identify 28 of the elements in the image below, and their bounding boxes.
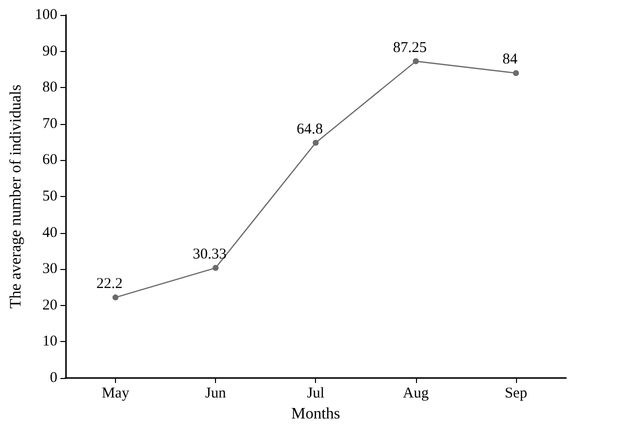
point — [212, 264, 219, 271]
data-label: 64.8 — [296, 121, 323, 138]
y-tick-label: 50 — [42, 188, 58, 204]
y-tick-label: 80 — [42, 80, 58, 96]
data-label: 87.25 — [392, 40, 427, 56]
y-tick-label: 60 — [42, 152, 58, 168]
y-tick-label: 10 — [42, 334, 58, 350]
y-tick-label: 70 — [42, 116, 58, 132]
y-tick-label: 40 — [42, 224, 58, 241]
data-label: 30.33 — [192, 246, 226, 262]
y-tick-label: 100 — [34, 7, 58, 23]
data-label: 22.2 — [96, 276, 123, 292]
x-tick-label: Aug — [402, 386, 430, 402]
x-tick-label: Jun — [205, 386, 226, 402]
point — [412, 58, 419, 64]
y-axis-title: The average number of individuals — [8, 84, 24, 308]
point — [512, 70, 519, 76]
point — [312, 140, 319, 146]
data-label: 84 — [502, 52, 518, 68]
y-tick-label: 20 — [42, 297, 58, 314]
x-tick-label: Sep — [504, 386, 528, 402]
x-axis-title: Months — [291, 405, 340, 422]
y-tick-label: 0 — [50, 370, 58, 386]
y-tick-label: 30 — [42, 261, 58, 278]
x-tick-label: Jul — [306, 386, 324, 402]
x-tick-label: May — [102, 386, 130, 402]
y-tick-label: 90 — [42, 43, 58, 60]
point — [112, 294, 118, 300]
